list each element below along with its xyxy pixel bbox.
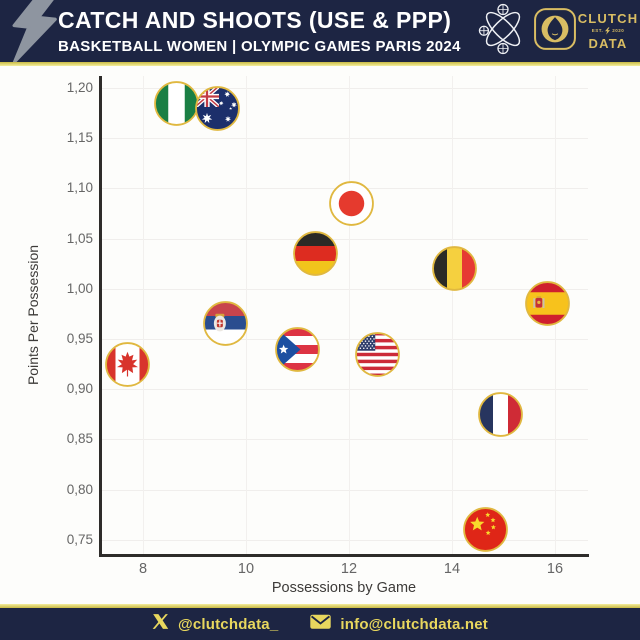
page-subtitle: BASKETBALL WOMEN | OLYMPIC GAMES PARIS 2… (58, 38, 461, 55)
gridline-horizontal (100, 138, 588, 140)
gridline-horizontal (100, 88, 588, 89)
clutch-data-logo: CLUTCH EST. 2020 DATA (578, 12, 637, 51)
x-tick-label: 16 (546, 561, 564, 577)
scatter-chart: 1,20 1,15 1,10 1,05 1,00 0,95 0,90 0,85 0,80 0,75… (0, 66, 640, 604)
small-bolt-icon (605, 27, 611, 35)
gridline-vertical (349, 76, 350, 554)
flag-marker-canada (105, 341, 150, 387)
lightning-bolt-icon (2, 0, 69, 62)
paris-2024-icon (532, 6, 578, 57)
gridline-vertical (143, 76, 144, 554)
gridline-horizontal (100, 288, 588, 290)
flag-marker-spain (524, 281, 570, 327)
y-tick-label: 1,05 (66, 230, 93, 246)
gridline-horizontal (100, 439, 588, 441)
gold-divider-top (0, 62, 640, 66)
gridline-horizontal (100, 539, 588, 541)
y-tick-label: 0,95 (66, 331, 93, 346)
brand-est: EST. (591, 27, 604, 33)
y-tick-label: 1,20 (66, 80, 93, 95)
x-tick-label: 12 (340, 561, 358, 577)
gridline-horizontal (100, 339, 588, 340)
x-axis-title: Possessions by Game (271, 580, 417, 596)
gridline-horizontal (100, 238, 588, 240)
flag-marker-australia (195, 85, 241, 131)
x-tick-label: 8 (138, 561, 148, 577)
header: CATCH AND SHOOTS (USE & PPP) BASKETBALL … (0, 0, 640, 62)
gridline-horizontal (100, 489, 588, 491)
y-tick-label: 1,15 (66, 130, 93, 146)
gridline-vertical (452, 76, 453, 554)
flag-marker-nigeria (154, 80, 199, 126)
y-tick-label: 0,85 (66, 431, 93, 447)
brand-est-line: EST. 2020 (592, 27, 625, 35)
y-tick-label: 1,00 (66, 280, 93, 296)
header-titles: CATCH AND SHOOTS (USE & PPP) BASKETBALL … (58, 7, 461, 55)
gridline-horizontal (100, 389, 588, 391)
x-tick-label: 10 (237, 561, 255, 577)
flag-marker-germany (293, 231, 338, 277)
email-address: info@clutchdata.net (340, 615, 488, 633)
y-tick-label: 0,90 (66, 381, 93, 397)
y-tick-label: 1,10 (66, 180, 93, 196)
y-tick-label: 0,80 (66, 481, 93, 497)
flag-marker-china (463, 507, 508, 553)
plot-area: 1,20 1,15 1,10 1,05 1,00 0,95 0,90 0,85 0,80 0,75… (0, 66, 640, 604)
flag-marker-puerto-rico (275, 326, 320, 372)
x-tick-label: 14 (443, 561, 461, 577)
x-axis-line (99, 554, 589, 557)
flag-marker-serbia (203, 301, 248, 347)
y-axis-line (99, 76, 102, 557)
flag-marker-japan (329, 181, 374, 226)
brand-top: CLUTCH (577, 11, 639, 26)
x-twitter-icon (152, 613, 169, 635)
gridline-vertical (246, 76, 247, 554)
flag-marker-usa (354, 331, 400, 377)
brand-bottom: DATA (588, 36, 628, 51)
footer: @clutchdata_ info@clutchdata.net (0, 608, 640, 640)
crossed-hoops-icon (477, 3, 529, 60)
brand-year: 2020 (612, 27, 625, 33)
y-tick-label: 0,75 (66, 531, 93, 547)
y-axis-title: Points Per Possession (25, 244, 41, 386)
flag-marker-france (478, 391, 524, 437)
header-logos: CLUTCH EST. 2020 DATA (477, 0, 637, 62)
twitter-handle: @clutchdata_ (178, 615, 279, 633)
page-title: CATCH AND SHOOTS (USE & PPP) (58, 7, 452, 33)
flag-marker-belgium (432, 246, 477, 292)
email-icon (310, 613, 332, 635)
gold-divider-bottom (0, 604, 640, 608)
